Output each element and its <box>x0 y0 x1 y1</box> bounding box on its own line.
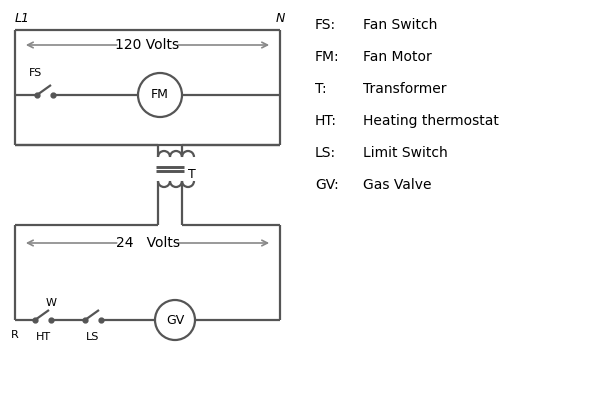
Text: FS: FS <box>28 68 42 78</box>
Text: Fan Switch: Fan Switch <box>363 18 437 32</box>
Text: FM:: FM: <box>315 50 340 64</box>
Text: R: R <box>11 330 19 340</box>
Text: L1: L1 <box>15 12 30 25</box>
Text: 120 Volts: 120 Volts <box>116 38 179 52</box>
Text: Gas Valve: Gas Valve <box>363 178 431 192</box>
Text: HT:: HT: <box>315 114 337 128</box>
Text: T:: T: <box>315 82 327 96</box>
Text: HT: HT <box>35 332 51 342</box>
Text: Fan Motor: Fan Motor <box>363 50 432 64</box>
Text: W: W <box>45 298 57 308</box>
Text: 24   Volts: 24 Volts <box>116 236 179 250</box>
Text: FM: FM <box>151 88 169 102</box>
Text: GV:: GV: <box>315 178 339 192</box>
Text: N: N <box>276 12 285 25</box>
Text: Heating thermostat: Heating thermostat <box>363 114 499 128</box>
Text: FS:: FS: <box>315 18 336 32</box>
Text: LS:: LS: <box>315 146 336 160</box>
Text: Transformer: Transformer <box>363 82 447 96</box>
Text: GV: GV <box>166 314 184 326</box>
Text: LS: LS <box>86 332 100 342</box>
Text: T: T <box>188 168 196 180</box>
Text: Limit Switch: Limit Switch <box>363 146 448 160</box>
